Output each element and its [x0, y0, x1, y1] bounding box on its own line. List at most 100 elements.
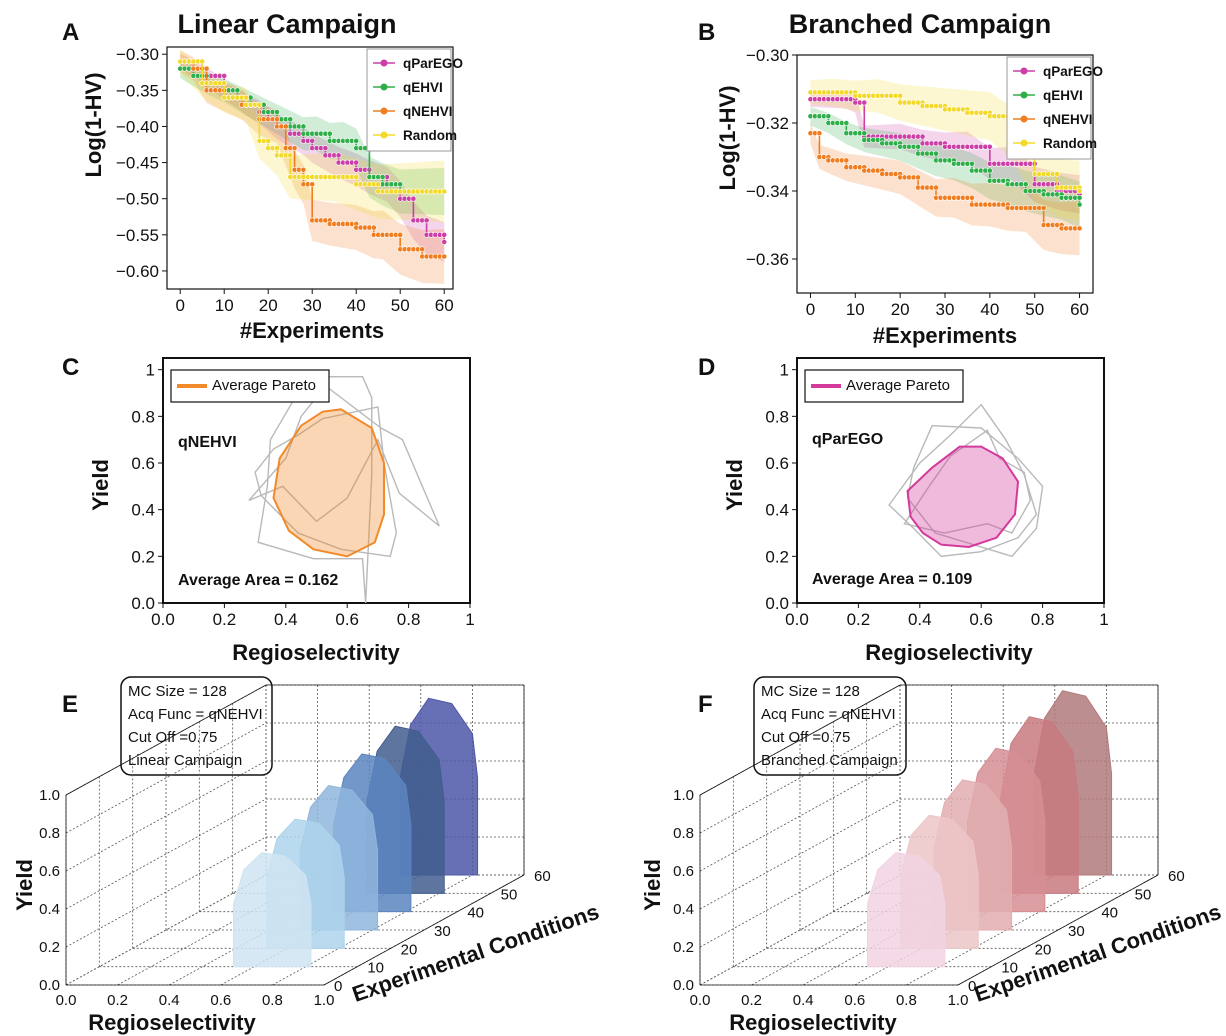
chart-e-xtick-label: 0.0	[56, 992, 77, 1009]
chart-b-point	[843, 157, 850, 164]
chart-c-xlabel: Regioselectivity	[232, 640, 400, 665]
chart-b-ytick-label: −0.30	[746, 46, 789, 65]
chart-c-xtick-label: 0.0	[151, 610, 175, 629]
chart-b-point	[843, 120, 850, 126]
chart-e-xtick-label: 0.6	[210, 992, 231, 1009]
chart-c-xtick-label: 1	[465, 610, 474, 629]
chart-a-xtick-label: 40	[347, 296, 366, 315]
chart-b-xtick-label: 30	[936, 300, 955, 319]
chart-e-ylabel: Yield	[12, 859, 37, 911]
chart-f-axis-edge	[957, 874, 1159, 986]
chart-a-point	[423, 217, 430, 224]
chart-a-xlabel: #Experiments	[240, 318, 384, 343]
chart-b-xtick-label: 60	[1070, 300, 1089, 319]
chart-c-xtick-label: 0.6	[335, 610, 359, 629]
chart-e-ztick-label: 30	[434, 923, 451, 940]
chart-a-point	[282, 123, 289, 130]
chart-f-ztick-label: 60	[1168, 868, 1185, 885]
chart-a-point	[410, 195, 417, 202]
chart-b-band-qNEHVI	[810, 122, 1080, 256]
chart-d-xtick-label: 1	[1099, 610, 1108, 629]
chart-a-ytick-label: −0.60	[116, 262, 159, 281]
chart-e-xtick-label: 0.8	[262, 992, 283, 1009]
chart-a-point	[309, 138, 316, 144]
chart-c-run-front	[248, 385, 440, 527]
chart-marks-layer: 0 10 20 30 40 50 60−0.30−0.35−0.40−0.45−0.50−0…	[39, 45, 1185, 1009]
chart-e-slice	[232, 852, 312, 968]
chart-a-ytick-label: −0.45	[116, 154, 159, 173]
chart-b-legend-label: Random	[1043, 136, 1097, 151]
chart-a-ytick-label: −0.35	[116, 81, 159, 100]
chart-e-xlabel: Regioselectivity	[88, 1010, 256, 1035]
chart-b-point	[919, 133, 926, 140]
chart-a-point	[221, 72, 228, 79]
chart-a-point	[203, 65, 210, 72]
chart-d-xtick-label: 0.8	[1031, 610, 1055, 629]
chart-b-point	[1076, 225, 1083, 232]
chart-b-xtick-label: 40	[980, 300, 999, 319]
chart-a-point	[274, 116, 280, 123]
chart-f-ylabel: Yield	[640, 859, 665, 911]
chart-a-legend-marker	[380, 59, 388, 67]
chart-c-ytick-label: 0.0	[131, 594, 155, 613]
chart-a-point	[397, 181, 404, 188]
chart-a-point	[353, 174, 360, 180]
chart-a-legend-label: qNEHVI	[403, 104, 453, 119]
chart-e-axis-edge	[65, 684, 267, 796]
chart-f-xtick-label: 0.2	[741, 992, 762, 1009]
chart-a-band-qNEHVI	[180, 50, 445, 284]
panel-label-f: F	[698, 691, 713, 718]
chart-a-ytick-label: −0.40	[116, 117, 159, 136]
chart-a-ytick-label: −0.30	[116, 45, 159, 64]
chart-a-point	[221, 80, 228, 87]
chart-f-slice	[866, 852, 946, 968]
chart-f-ytick-label: 0.2	[673, 939, 694, 956]
chart-f-ytick-label: 0.0	[673, 977, 694, 994]
chart-a-frame	[166, 46, 454, 290]
chart-a-xtick-label: 20	[259, 296, 278, 315]
chart-a-point	[265, 138, 272, 144]
chart-a-xtick-label: 0	[175, 296, 184, 315]
chart-b-legend-marker	[1020, 91, 1028, 99]
chart-a-point	[441, 188, 448, 195]
chart-c-ytick-label: 1	[146, 361, 155, 380]
chart-d-method-label: qParEGO	[812, 431, 883, 448]
chart-b-legend-label: qNEHVI	[1043, 112, 1093, 127]
chart-f-info-box	[753, 676, 907, 776]
chart-b-point	[1076, 188, 1083, 194]
chart-d-run-front	[903, 429, 1032, 534]
chart-a-point	[335, 152, 342, 159]
chart-a-point	[375, 181, 382, 188]
chart-b-xtick-label: 50	[1025, 300, 1044, 319]
chart-c-legend-label: Average Pareto	[212, 377, 316, 394]
chart-a-legend-marker	[380, 107, 388, 115]
chart-d-xtick-label: 0.4	[908, 610, 932, 629]
chart-a-xtick-label: 50	[391, 296, 410, 315]
chart-a-point	[353, 159, 360, 166]
chart-b-point	[825, 113, 832, 120]
chart-a-point	[379, 174, 386, 180]
chart-d-ytick-label: 0.8	[765, 407, 789, 426]
chart-b-point	[816, 130, 823, 137]
chart-b-point	[933, 184, 939, 191]
chart-b-point	[986, 167, 993, 174]
chart-b-band-qParEGO	[810, 89, 1080, 214]
chart-e-xtick-label: 0.2	[107, 992, 128, 1009]
chart-f-xtick-label: 0.8	[896, 992, 917, 1009]
chart-a-point	[353, 138, 360, 144]
chart-a-point	[256, 101, 263, 108]
chart-e-xtick-label: 0.4	[159, 992, 180, 1009]
chart-f-xtick-label: 0.0	[690, 992, 711, 1009]
chart-a-point	[397, 231, 404, 238]
chart-b-point	[1076, 194, 1083, 201]
chart-e-info-line: Cut Off =0.75	[128, 729, 217, 746]
chart-f-ztick-label: 0	[968, 978, 976, 995]
chart-b-point	[915, 143, 921, 150]
chart-e-ytick-label: 0.8	[39, 825, 60, 842]
chart-f-ytick-label: 0.4	[673, 901, 694, 918]
chart-e-ztick-label: 0	[334, 978, 342, 995]
chart-c-ytick-label: 0.2	[131, 547, 155, 566]
chart-f-ytick-label: 0.6	[673, 863, 694, 880]
chart-a-legend-label: qEHVI	[403, 80, 443, 95]
